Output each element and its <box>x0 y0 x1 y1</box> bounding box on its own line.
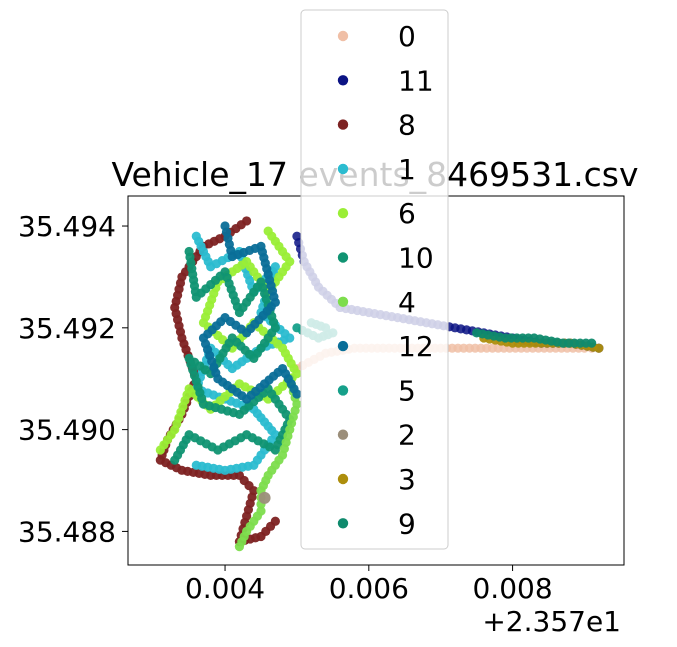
legend-label-9: 9 <box>398 507 416 540</box>
legend-label-3: 3 <box>398 463 416 496</box>
legend-marker-8 <box>337 119 349 130</box>
y-tick-label: 35.488 <box>18 515 116 548</box>
data-point-series-2 <box>258 491 271 504</box>
legend-marker-6 <box>337 208 349 219</box>
legend-label-10: 10 <box>398 242 434 275</box>
data-point-series-10 <box>170 455 180 465</box>
data-point-series-4 <box>234 542 245 552</box>
data-point-series-6 <box>155 445 165 455</box>
legend-label-5: 5 <box>398 374 416 407</box>
legend-box <box>300 9 449 550</box>
x-tick-label: 0.008 <box>472 572 552 605</box>
legend-label-12: 12 <box>398 330 434 363</box>
data-point-series-3 <box>594 343 604 353</box>
legend-marker-0 <box>337 30 349 42</box>
legend-label-6: 6 <box>398 197 416 230</box>
y-tick-label: 35.490 <box>18 414 116 447</box>
data-point-series-12 <box>292 389 302 399</box>
legend-marker-11 <box>337 75 349 86</box>
x-axis-offset-label: +2.357e1 <box>482 605 621 638</box>
legend-marker-9 <box>337 518 349 529</box>
x-tick-label: 0.006 <box>329 572 409 605</box>
data-point-series-1 <box>191 460 201 470</box>
x-tick-label: 0.004 <box>185 572 265 605</box>
data-point-series-9 <box>587 338 597 348</box>
legend-marker-4 <box>337 296 349 307</box>
legend-label-11: 11 <box>398 64 434 97</box>
legend-marker-5 <box>337 385 349 396</box>
data-point-series-8 <box>270 516 280 526</box>
legend-label-1: 1 <box>398 153 416 186</box>
legend-label-0: 0 <box>398 20 416 53</box>
y-tick-label: 35.492 <box>18 312 116 345</box>
axis-ticks: 0.004 0.006 0.008 35.488 35.490 35.492 35.494 <box>18 210 553 605</box>
legend-marker-2 <box>337 429 349 440</box>
legend-label-4: 4 <box>398 286 416 319</box>
legend-marker-1 <box>337 163 349 175</box>
legend-label-2: 2 <box>398 419 416 452</box>
legend-label-8: 8 <box>398 109 416 142</box>
y-tick-label: 35.494 <box>18 210 116 243</box>
legend-marker-3 <box>337 473 349 485</box>
legend-marker-10 <box>337 252 349 263</box>
legend-marker-12 <box>337 340 349 352</box>
